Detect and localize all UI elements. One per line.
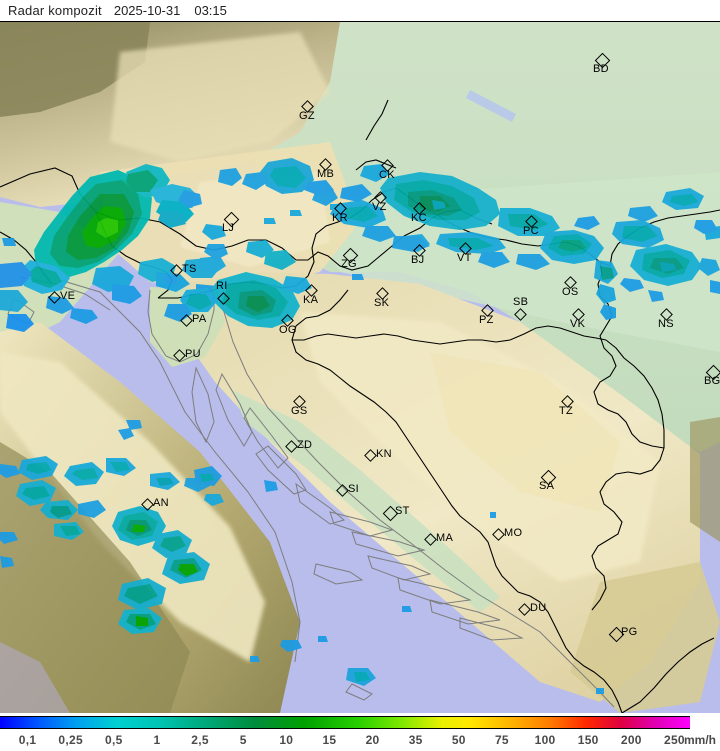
scale-tick-0: 0,1	[18, 733, 37, 747]
echo-marche	[0, 456, 210, 634]
scale-tick-7: 15	[322, 733, 337, 747]
terrain-dalmatia	[232, 390, 500, 612]
scale-tick-6: 10	[279, 733, 294, 747]
terrain-alps	[0, 22, 340, 207]
scale-tick-1: 0,25	[58, 733, 83, 747]
radar-date: 2025-10-31	[113, 3, 181, 18]
terrain-dinarides	[175, 272, 720, 713]
radar-time: 03:15	[194, 3, 227, 18]
echo-podravina	[304, 164, 560, 254]
echo-slavonia	[478, 220, 664, 320]
scale-tick-9: 35	[408, 733, 423, 747]
radar-echo-layer	[0, 158, 720, 694]
echo-vojvodina	[574, 188, 720, 302]
scale-tick-13: 150	[577, 733, 599, 747]
echo-venezia	[0, 164, 226, 332]
echo-rijeka	[164, 240, 312, 328]
map-graphic	[0, 22, 720, 713]
scale-tick-8: 20	[365, 733, 380, 747]
echo-sea-scattered	[2, 204, 604, 694]
page-title: Radar kompozit	[8, 3, 102, 18]
scale-unit-label: mm/h	[683, 733, 716, 747]
scale-tick-14: 200	[620, 733, 642, 747]
scale-tick-3: 1	[153, 733, 161, 747]
title-bar: Radar kompozit 2025-10-31 03:15	[0, 0, 720, 22]
scale-tick-12: 100	[534, 733, 556, 747]
coastline	[7, 276, 615, 708]
scale-tick-4: 2,5	[191, 733, 209, 747]
color-scale-legend: mm/h 0,1 0,25 0,5 1 2,5 5 10 15 20 35 50 75 100 150 20…	[0, 713, 720, 751]
scale-tick-5: 5	[239, 733, 247, 747]
scale-tick-10: 50	[451, 733, 466, 747]
color-scale-bar	[0, 716, 690, 729]
radar-map-canvas[interactable]: BD GZ MB CK VZ KR LJ KC PC ZG BJ VT TS OS VE RI KA SK PZ SB…	[0, 22, 720, 713]
color-scale-ticks: mm/h 0,1 0,25 0,5 1 2,5 5 10 15 20 35 50 75 100 150 20…	[0, 731, 720, 751]
lake-balaton	[466, 90, 516, 122]
scale-tick-2: 0,5	[105, 733, 123, 747]
scale-tick-11: 75	[494, 733, 509, 747]
scale-tick-15: 250	[663, 733, 685, 747]
